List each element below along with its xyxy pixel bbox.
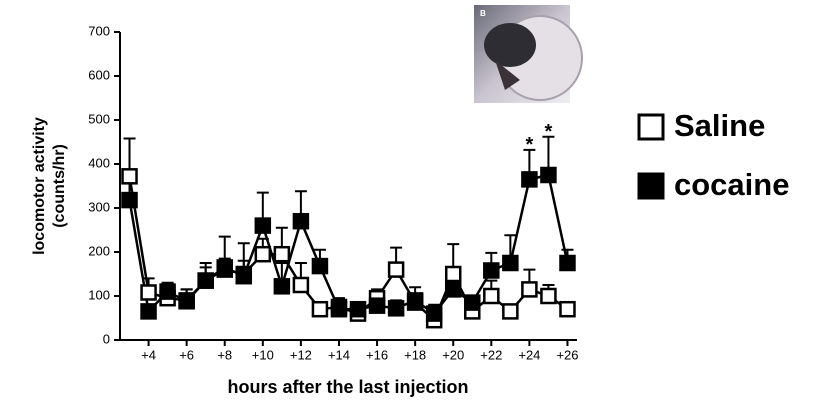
marker bbox=[444, 265, 462, 283]
marker bbox=[483, 287, 500, 305]
y-tick-label: 400 bbox=[88, 155, 110, 170]
marker bbox=[521, 281, 538, 298]
y-tick-label: 200 bbox=[88, 243, 110, 258]
legend-label: Saline bbox=[674, 108, 765, 143]
marker bbox=[444, 281, 462, 298]
marker bbox=[521, 171, 538, 188]
y-tick-label: 500 bbox=[88, 111, 110, 126]
marker bbox=[406, 292, 424, 309]
x-tick-label: +4 bbox=[141, 347, 156, 362]
marker bbox=[273, 278, 291, 295]
annotation: * bbox=[545, 121, 553, 143]
x-tick-label: +24 bbox=[518, 347, 540, 362]
marker bbox=[387, 300, 405, 317]
marker bbox=[292, 276, 310, 294]
x-tick-label: +14 bbox=[328, 347, 350, 362]
x-tick-label: +20 bbox=[442, 347, 464, 362]
marker bbox=[540, 287, 557, 305]
annotation: * bbox=[525, 134, 533, 156]
marker bbox=[140, 284, 157, 301]
marker bbox=[178, 293, 195, 310]
inset-label: B bbox=[480, 9, 486, 18]
inset-photo: B bbox=[474, 5, 583, 103]
y-tick-label: 700 bbox=[88, 23, 110, 38]
y-tick-label: 100 bbox=[88, 287, 110, 302]
marker bbox=[254, 245, 272, 263]
marker bbox=[254, 217, 272, 234]
series-line bbox=[128, 176, 569, 323]
marker bbox=[559, 300, 576, 318]
marker bbox=[502, 254, 519, 272]
y-tick-label: 300 bbox=[88, 199, 110, 214]
marker bbox=[197, 272, 214, 289]
y-axis-label: (counts/hr) bbox=[51, 144, 68, 228]
marker bbox=[387, 261, 405, 278]
marker bbox=[273, 245, 291, 263]
y-axis-label: locomotor activity bbox=[31, 117, 48, 255]
x-tick-label: +16 bbox=[366, 347, 388, 362]
marker bbox=[559, 254, 576, 272]
x-tick-label: +18 bbox=[404, 347, 426, 362]
legend-label: cocaine bbox=[674, 167, 789, 202]
legend-swatch bbox=[637, 113, 665, 141]
x-tick-label: +6 bbox=[179, 347, 194, 362]
x-tick-label: +22 bbox=[480, 347, 502, 362]
marker bbox=[311, 257, 329, 275]
legend-swatch bbox=[637, 172, 665, 200]
marker bbox=[235, 267, 253, 285]
marker bbox=[140, 303, 157, 320]
x-axis-label: hours after the last injection bbox=[227, 377, 468, 397]
series-line bbox=[128, 173, 569, 316]
marker bbox=[292, 212, 310, 230]
marker bbox=[425, 305, 443, 322]
x-tick-label: +26 bbox=[556, 347, 578, 362]
y-tick-label: 0 bbox=[103, 331, 110, 346]
marker bbox=[121, 191, 138, 209]
marker bbox=[159, 283, 176, 300]
marker bbox=[502, 303, 519, 320]
marker bbox=[330, 300, 348, 318]
x-tick-label: +10 bbox=[252, 347, 274, 362]
marker bbox=[368, 297, 386, 314]
x-tick-label: +8 bbox=[217, 347, 232, 362]
marker bbox=[311, 300, 329, 318]
marker bbox=[349, 300, 367, 318]
marker bbox=[540, 166, 557, 184]
marker bbox=[216, 259, 233, 276]
y-tick-label: 600 bbox=[88, 67, 110, 82]
marker bbox=[464, 294, 481, 311]
x-tick-label: +12 bbox=[290, 347, 312, 362]
marker bbox=[121, 168, 138, 185]
marker bbox=[483, 262, 500, 279]
